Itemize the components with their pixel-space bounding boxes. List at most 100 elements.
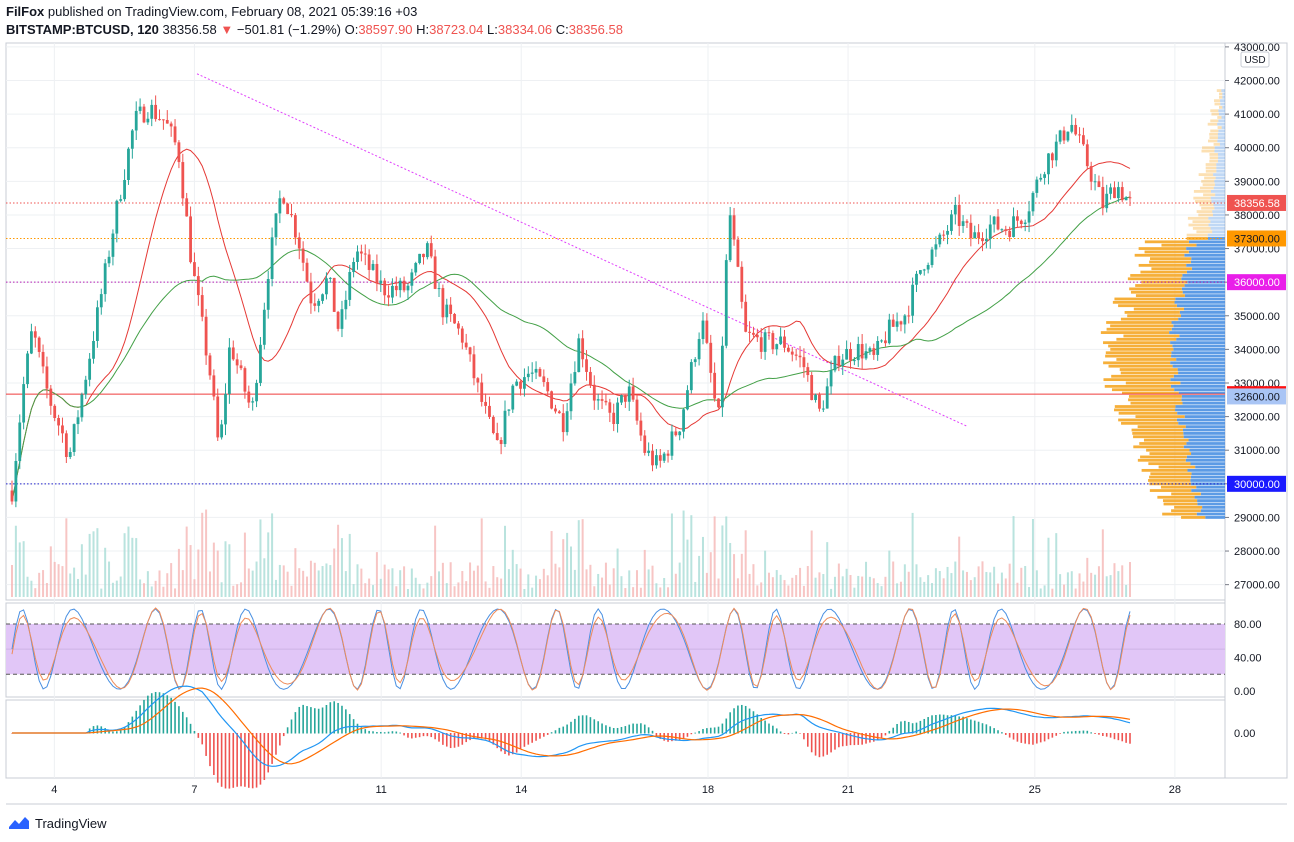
- macd-bar: [970, 719, 972, 734]
- volume-bar: [274, 579, 277, 597]
- volume-bar: [1004, 578, 1007, 597]
- candle-body: [150, 104, 154, 119]
- volume-bar: [542, 568, 545, 597]
- macd-bar: [628, 724, 631, 734]
- candle-body: [274, 213, 278, 238]
- volume-bar: [764, 550, 767, 597]
- candle-body: [1054, 141, 1058, 161]
- volume-bar: [884, 576, 887, 597]
- macd-bar: [178, 706, 180, 734]
- volume-bar: [931, 583, 934, 597]
- candle-body: [367, 254, 371, 270]
- profile-bar-up: [1222, 92, 1225, 96]
- macd-bar: [271, 733, 273, 764]
- profile-bar-down: [1148, 462, 1191, 466]
- volume-bar: [391, 568, 394, 597]
- profile-bar-down: [1128, 398, 1182, 402]
- macd-bar: [325, 704, 328, 734]
- candle-body: [1116, 187, 1120, 199]
- macd-bar: [430, 733, 433, 738]
- volume-bar: [306, 576, 309, 597]
- profile-bar-down: [1214, 102, 1221, 106]
- tradingview-footer[interactable]: TradingView: [8, 815, 107, 831]
- volume-bar: [1097, 566, 1100, 597]
- macd-bar: [826, 733, 829, 755]
- profile-bar-up: [1190, 479, 1225, 482]
- macd-bar: [764, 720, 766, 734]
- publisher-name[interactable]: FilFox: [6, 4, 45, 19]
- profile-bar-down: [1201, 149, 1215, 153]
- candle-body: [647, 450, 651, 453]
- volume-bar: [934, 568, 937, 597]
- y-tick-label: 42000.00: [1234, 76, 1280, 88]
- macd-bar: [678, 733, 681, 740]
- candle-body: [220, 424, 224, 438]
- candle-body: [154, 104, 158, 120]
- profile-bar-down: [1144, 240, 1189, 244]
- volume-bar: [841, 576, 844, 597]
- macd-bar: [1125, 733, 1127, 743]
- volume-bar: [938, 571, 941, 597]
- candle-body: [891, 319, 895, 327]
- candle-body: [1097, 181, 1101, 188]
- volume-bar: [620, 576, 623, 597]
- profile-bar-down: [1130, 401, 1183, 405]
- symbol-label[interactable]: BITSTAMP:BTCUSD, 120: [6, 22, 159, 37]
- macd-bar: [655, 733, 658, 736]
- candle-body: [942, 234, 946, 236]
- volume-bar: [736, 578, 739, 597]
- volume-bar: [18, 542, 21, 597]
- candle-body: [1120, 187, 1124, 201]
- macd-bar: [935, 715, 937, 734]
- profile-bar-down: [1186, 233, 1208, 237]
- macd-bar: [721, 723, 724, 734]
- candle-body: [655, 455, 658, 466]
- macd-bar: [605, 725, 607, 734]
- profile-bar-up: [1207, 237, 1225, 240]
- macd-bar: [958, 716, 960, 734]
- profile-bar-down: [1210, 109, 1219, 113]
- profile-bar-down: [1205, 163, 1217, 166]
- candle-body: [592, 384, 596, 401]
- volume-bar: [802, 585, 805, 597]
- candle-body: [868, 348, 872, 352]
- candle-body: [538, 368, 542, 377]
- macd-bar: [593, 719, 596, 734]
- profile-bar-down: [1127, 277, 1182, 281]
- profile-bar-up: [1220, 102, 1225, 106]
- currency-box: [1240, 51, 1270, 68]
- macd-bar: [360, 727, 363, 734]
- macd-bar: [477, 733, 479, 739]
- macd-bar: [531, 733, 533, 743]
- profile-bar-up: [1220, 99, 1225, 103]
- macd-bar: [888, 730, 891, 734]
- candle-body: [596, 399, 600, 401]
- candle-body: [422, 253, 425, 258]
- candle-body: [134, 110, 138, 131]
- volume-bar: [597, 573, 600, 597]
- macd-bar: [647, 727, 650, 734]
- macd-bar: [993, 728, 995, 734]
- volume-bar: [1078, 573, 1081, 597]
- profile-bar-up: [1216, 166, 1225, 170]
- candle-body: [270, 237, 274, 279]
- profile-bar-up: [1181, 398, 1225, 402]
- profile-bar-up: [1181, 287, 1225, 291]
- profile-bar-down: [1130, 290, 1183, 294]
- volume-bar: [80, 544, 83, 597]
- macd-tick-label: 0.00: [1234, 728, 1255, 740]
- volume-bar: [523, 588, 526, 597]
- macd-bar: [1008, 733, 1011, 738]
- volume-bar: [1109, 575, 1112, 597]
- candle-body: [744, 301, 748, 332]
- candle-body: [227, 347, 231, 394]
- profile-bar-up: [1188, 240, 1225, 244]
- macd-bar: [189, 723, 192, 734]
- candle-body: [1124, 197, 1128, 201]
- macd-bar: [791, 732, 794, 734]
- volume-bar: [593, 586, 596, 597]
- profile-bar-down: [1138, 247, 1187, 250]
- macd-bar: [434, 733, 436, 740]
- candle-body: [814, 394, 817, 401]
